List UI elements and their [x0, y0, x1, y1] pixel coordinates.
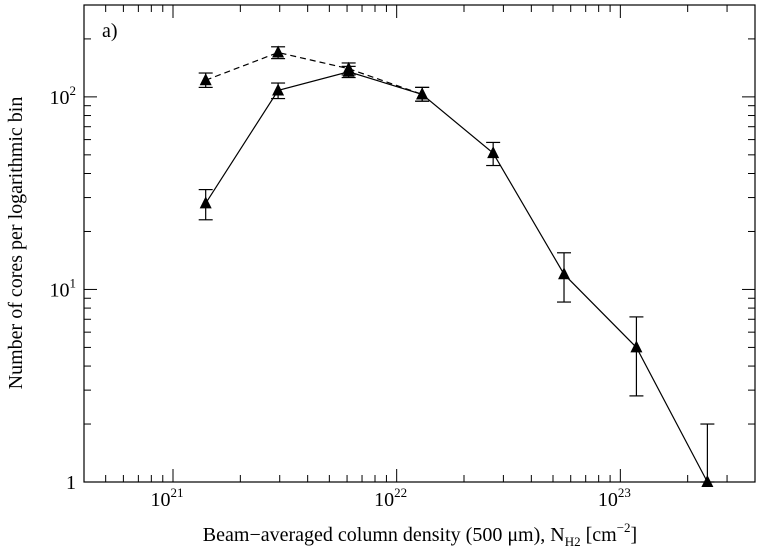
data-point-triangle: [342, 61, 355, 74]
x-tick-label-exp: 21: [171, 485, 184, 500]
x-tick-label-base: 10: [151, 489, 171, 511]
panel-label: a): [102, 20, 118, 42]
axis-ticks: [83, 4, 755, 483]
y-tick-label: 1: [66, 472, 76, 494]
y-tick-label-exp: 1: [70, 275, 77, 290]
x-axis-label-unit-close: ]: [631, 524, 638, 546]
x-axis-label-unit-sup: −2: [617, 520, 631, 535]
x-axis-label-main: Beam−averaged column density (500 μm), N: [203, 524, 565, 546]
x-tick-label-base: 10: [374, 489, 394, 511]
data-point-triangle: [272, 45, 285, 58]
series-solid-line: [205, 71, 708, 483]
x-tick-label: 1021: [151, 485, 184, 511]
x-tick-label-exp: 22: [394, 485, 407, 500]
y-tick-label: 101: [50, 275, 77, 301]
data-point-triangle: [416, 87, 429, 100]
y-axis-label: Number of cores per logarithmic bin: [5, 97, 27, 390]
series-layer: [198, 45, 715, 487]
data-point-triangle: [199, 73, 212, 86]
x-tick-label-base: 10: [598, 489, 618, 511]
series-solid: [198, 64, 715, 487]
data-point-triangle: [487, 146, 500, 159]
x-axis-label: Beam−averaged column density (500 μm), N…: [203, 520, 637, 549]
y-tick-label: 102: [50, 83, 77, 109]
x-axis-label-unit-open: [cm: [581, 524, 618, 546]
y-tick-label-base: 10: [50, 87, 70, 109]
plot-frame: [83, 4, 756, 483]
y-tick-label-base: 1: [66, 472, 76, 494]
x-tick-label-exp: 23: [618, 485, 631, 500]
y-tick-label-base: 10: [50, 279, 70, 301]
data-point-triangle: [272, 83, 285, 96]
series-dashed: [198, 45, 430, 102]
y-tick-label-exp: 2: [70, 83, 77, 98]
data-point-triangle: [199, 196, 212, 209]
data-point-triangle: [558, 267, 571, 280]
x-tick-label: 1023: [598, 485, 631, 511]
series-dashed-line: [205, 51, 423, 95]
data-point-triangle: [701, 475, 714, 487]
x-axis-label-sub: H2: [565, 534, 581, 549]
data-point-triangle: [630, 340, 643, 353]
x-tick-label: 1022: [374, 485, 407, 511]
